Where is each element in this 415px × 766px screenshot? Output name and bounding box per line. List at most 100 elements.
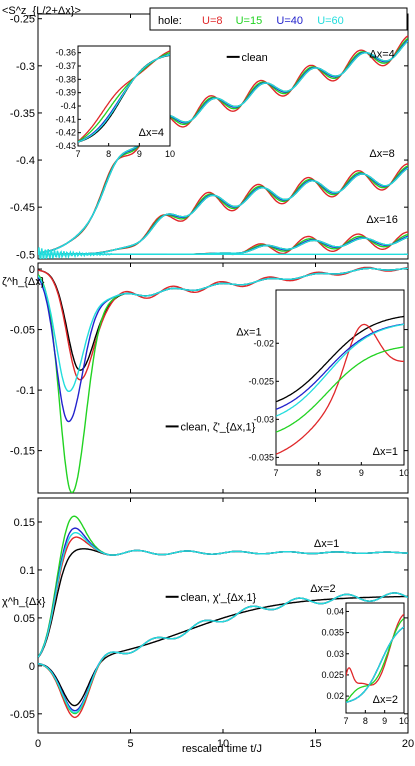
series-line-U=60-dx4 bbox=[38, 40, 408, 254]
y-tick-label-bottom: 0.1 bbox=[20, 565, 35, 577]
legend-frame bbox=[149, 7, 408, 31]
inset-y-tick-label: -0.38 bbox=[55, 74, 76, 84]
inset-line-U=60 bbox=[78, 54, 170, 143]
inset-frame-bot bbox=[345, 602, 405, 714]
x-tick-label: 20 bbox=[402, 738, 414, 750]
panel-bottom-chi: 0.15 0.1 0.05 0 -0.05 0 5 10 15 20 Δx=1 Δx=2 clean, … bbox=[2, 497, 414, 750]
y-tick-label-middle: -0.1 bbox=[16, 385, 35, 397]
series-line-clean-dx16 bbox=[38, 236, 408, 255]
inset-line-U=60 bbox=[346, 626, 404, 703]
y-tick-label-top: -0.25 bbox=[10, 14, 35, 26]
inset-y-tick-label: -0.43 bbox=[55, 141, 76, 151]
inset-line-U=8 bbox=[276, 323, 404, 455]
y-tick-label-bottom: 0.05 bbox=[14, 613, 35, 625]
y-axis-label-top: <S^z_{L/2+Δx}> bbox=[2, 5, 81, 17]
inset-y-tick-label: 0.025 bbox=[321, 670, 344, 680]
inset-x-tick-label: 9 bbox=[382, 716, 387, 726]
inset-annotation: Δx=1 bbox=[373, 446, 398, 458]
inset-y-tick-label: -0.42 bbox=[55, 128, 76, 138]
inset-line-U=15 bbox=[276, 346, 404, 433]
inset-annotation: Δx=2 bbox=[373, 694, 398, 706]
legend-entry: U=8 bbox=[202, 15, 223, 27]
annotation-dx16: Δx=16 bbox=[366, 214, 398, 226]
y-tick-label-middle: -0.15 bbox=[10, 446, 35, 458]
series-line-U=60-dx1 bbox=[38, 532, 408, 658]
legend-entry: U=15 bbox=[236, 15, 263, 27]
y-tick-label-bottom: 0 bbox=[29, 661, 35, 673]
inset-y-tick-label: -0.025 bbox=[248, 376, 274, 386]
y-tick-label-top: -0.5 bbox=[16, 249, 35, 261]
series-line-U=60 bbox=[38, 267, 408, 392]
inset-x-tick-label: 8 bbox=[106, 149, 111, 159]
series-line-U=60-dx8 bbox=[38, 167, 408, 255]
inset-x-tick-label: 10 bbox=[399, 716, 409, 726]
inset-y-tick-label: 0.04 bbox=[326, 606, 344, 616]
inset-series-top bbox=[78, 50, 170, 143]
clean-legend-label: clean, ζ'_{Δx,1} bbox=[180, 421, 255, 433]
inset-x-tick-label: 7 bbox=[343, 716, 348, 726]
x-axis-label: rescaled time t/J bbox=[182, 743, 262, 755]
panel-middle-zeta: 0 -0.05 -0.1 -0.15 Δx=1 clean, ζ'_{Δx,1} ζ^h_{… bbox=[2, 262, 409, 494]
inset-y-tick-label: 0.03 bbox=[326, 649, 344, 659]
x-tick-label: 15 bbox=[309, 738, 321, 750]
y-tick-label-middle: 0 bbox=[29, 264, 35, 276]
series-line-U=60-dx16 bbox=[38, 236, 408, 255]
inset-y-tick-label: -0.41 bbox=[55, 114, 76, 124]
annotation-dx2: Δx=2 bbox=[310, 583, 335, 595]
annotation-dx1: Δx=1 bbox=[236, 327, 261, 339]
annotation-dx8: Δx=8 bbox=[369, 148, 394, 160]
y-axis-label-middle: ζ^h_{Δx} bbox=[2, 276, 45, 288]
inset-x-tick-label: 9 bbox=[359, 468, 364, 478]
series-line-U=8-dx16 bbox=[38, 231, 408, 256]
annotation-dx1: Δx=1 bbox=[314, 538, 339, 550]
inset-annotation: Δx=4 bbox=[139, 127, 164, 139]
series-line-U=60-dx2 bbox=[38, 592, 408, 714]
inset-y-tick-label: -0.36 bbox=[55, 48, 76, 58]
y-axis-label-bottom: χ^h_{Δx} bbox=[2, 596, 46, 608]
inset-x-tick-label: 7 bbox=[273, 468, 278, 478]
clean-legend-label: clean bbox=[242, 52, 268, 64]
y-tick-label-top: -0.35 bbox=[10, 108, 35, 120]
series-group-middle bbox=[38, 266, 408, 493]
legend-title: hole: bbox=[158, 15, 182, 27]
inset-x-tick-label: 8 bbox=[363, 716, 368, 726]
inset-y-tick-label: 0.035 bbox=[321, 628, 344, 638]
series-line-U=15-dx16 bbox=[38, 233, 408, 255]
inset-y-tick-label: -0.035 bbox=[248, 452, 274, 462]
panel-top-spin-profile: -0.5 -0.45 -0.4 -0.35 -0.3 -0.25 Δx=4 Δx=8 Δx=16… bbox=[2, 5, 409, 261]
inset-y-tick-label: -0.39 bbox=[55, 88, 76, 98]
inset-x-tick-label: 10 bbox=[165, 149, 175, 159]
clean-legend-label: clean, χ'_{Δx,1} bbox=[180, 592, 256, 604]
legend-entry: U=40 bbox=[276, 15, 303, 27]
y-tick-label-top: -0.3 bbox=[16, 61, 35, 73]
inset-series-bot bbox=[346, 613, 404, 703]
inset-line-clean bbox=[276, 315, 404, 403]
inset-y-tick-label: 0.02 bbox=[326, 691, 344, 701]
y-tick-label-bottom: -0.05 bbox=[10, 709, 35, 721]
y-tick-label-bottom: 0.15 bbox=[14, 517, 35, 529]
annotation-dx4: Δx=4 bbox=[369, 48, 394, 60]
series-group-top bbox=[38, 35, 408, 259]
y-tick-label-top: -0.45 bbox=[10, 202, 35, 214]
x-tick-label: 0 bbox=[35, 738, 41, 750]
series-line-U=60-noise bbox=[38, 247, 408, 259]
inset-x-tick-label: 10 bbox=[399, 468, 409, 478]
inset-x-tick-label: 8 bbox=[316, 468, 321, 478]
legend: hole: U=8 U=15 U=40 U=60 bbox=[149, 7, 408, 31]
y-tick-label-top: -0.4 bbox=[16, 155, 35, 167]
inset-x-tick-label: 7 bbox=[75, 149, 80, 159]
inset-y-tick-label: -0.03 bbox=[253, 414, 274, 424]
inset-line-U=15 bbox=[346, 617, 404, 703]
inset-y-tick-label: -0.37 bbox=[55, 61, 76, 71]
y-tick-label-middle: -0.05 bbox=[10, 325, 35, 337]
inset-y-tick-label: -0.4 bbox=[60, 101, 76, 111]
x-tick-label: 5 bbox=[127, 738, 133, 750]
inset-series-mid bbox=[276, 315, 404, 455]
inset-x-tick-label: 9 bbox=[137, 149, 142, 159]
inset-line-U=60 bbox=[276, 323, 404, 417]
x-tick-label: 10 bbox=[217, 738, 229, 750]
legend-entry: U=60 bbox=[317, 15, 344, 27]
series-group-bottom bbox=[38, 515, 408, 719]
inset-y-tick-label: -0.02 bbox=[253, 338, 274, 348]
